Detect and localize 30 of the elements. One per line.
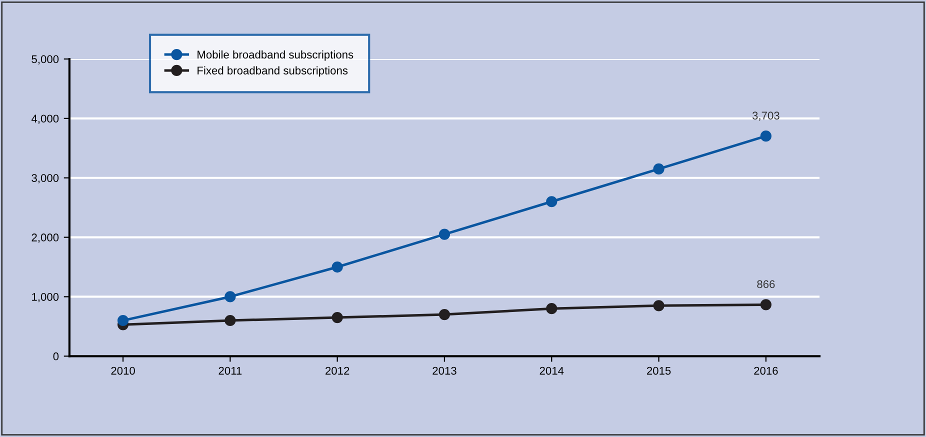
point	[653, 163, 664, 174]
point	[332, 261, 343, 273]
point	[438, 228, 450, 240]
y-tick-label: 1,000	[32, 292, 59, 302]
point	[224, 314, 236, 326]
point	[117, 314, 129, 326]
point	[546, 303, 558, 314]
x-tick-label: 2010	[111, 366, 135, 375]
y-tick-label: 5,000	[32, 55, 59, 64]
point	[760, 299, 772, 310]
x-tick-label: 2013	[432, 366, 456, 375]
x-tick-label: 2012	[326, 366, 350, 375]
point	[224, 291, 236, 302]
y-tick-label: 2,000	[32, 234, 59, 243]
legend-label: Mobile broadband subscriptions	[198, 50, 354, 61]
y-tick-label: 4,000	[31, 114, 59, 124]
point	[546, 196, 558, 208]
legend-label: Fixed broadband subscriptions	[198, 66, 348, 77]
x-tick-label: 2015	[646, 366, 671, 375]
point	[332, 312, 343, 324]
point	[438, 308, 450, 320]
x-tick-label: 2016	[754, 366, 778, 375]
point	[760, 130, 772, 142]
point	[653, 300, 664, 312]
annotation: 3,703	[752, 112, 780, 121]
y-tick-label: 3,000	[32, 174, 59, 184]
x-tick-label: 2014	[540, 366, 564, 375]
x-tick-label: 2011	[218, 366, 242, 375]
annotation: 866	[757, 280, 775, 288]
y-tick-label: 0	[53, 352, 59, 360]
